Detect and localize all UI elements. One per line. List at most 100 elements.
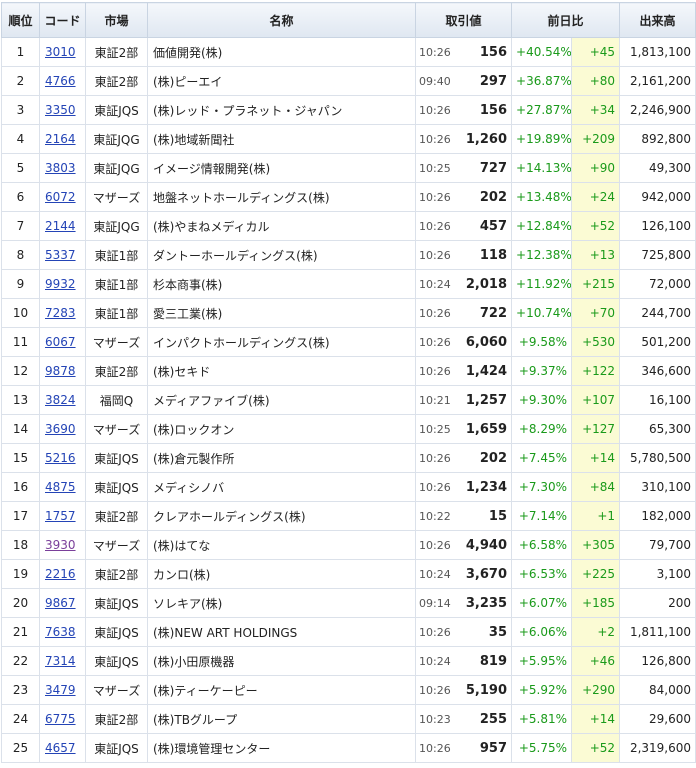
time-cell: 10:26 xyxy=(415,472,454,502)
time-cell: 10:23 xyxy=(415,704,454,734)
name-cell: (株)レッド・プラネット・ジャパン xyxy=(147,95,416,125)
stock-code-link[interactable]: 5216 xyxy=(45,451,76,465)
stock-code-link[interactable]: 5337 xyxy=(45,248,76,262)
rank-cell: 21 xyxy=(1,617,40,647)
stock-code-link[interactable]: 3350 xyxy=(45,103,76,117)
rank-cell: 22 xyxy=(1,646,40,676)
volume-cell: 244,700 xyxy=(619,298,696,328)
market-cell: 東証JQG xyxy=(85,153,148,183)
table-row: 23 3479 マザーズ (株)ティーケーピー 10:26 5,190 +5.92% +290… xyxy=(1,675,696,705)
time-cell: 10:26 xyxy=(415,617,454,647)
change-amount-cell: +209 xyxy=(571,124,621,154)
name-cell: ソレキア(株) xyxy=(147,588,416,618)
rank-cell: 17 xyxy=(1,501,40,531)
change-amount-cell: +45 xyxy=(571,37,621,67)
table-row: 6 6072 マザーズ 地盤ネットホールディングス(株) 10:26 202 +13.48%… xyxy=(1,182,696,212)
volume-cell: 200 xyxy=(619,588,696,618)
change-percent-cell: +6.07% xyxy=(511,588,573,618)
time-cell: 10:26 xyxy=(415,124,454,154)
name-cell: (株)セキド xyxy=(147,356,416,386)
stock-code-link[interactable]: 4875 xyxy=(45,480,76,494)
time-cell: 10:26 xyxy=(415,675,454,705)
price-cell: 5,190 xyxy=(453,675,513,705)
change-amount-cell: +530 xyxy=(571,327,621,357)
change-percent-cell: +9.58% xyxy=(511,327,573,357)
stock-code-link[interactable]: 3010 xyxy=(45,45,76,59)
market-cell: マザーズ xyxy=(85,675,148,705)
rank-cell: 24 xyxy=(1,704,40,734)
name-cell: 価値開発(株) xyxy=(147,37,416,67)
name-cell: (株)ロックオン xyxy=(147,414,416,444)
change-amount-cell: +13 xyxy=(571,240,621,270)
stock-code-link[interactable]: 2144 xyxy=(45,219,76,233)
change-percent-cell: +5.75% xyxy=(511,733,573,763)
name-cell: ダントーホールディングス(株) xyxy=(147,240,416,270)
stock-code-link[interactable]: 3824 xyxy=(45,393,76,407)
stock-code-link[interactable]: 9932 xyxy=(45,277,76,291)
stock-code-link[interactable]: 6775 xyxy=(45,712,76,726)
change-amount-cell: +90 xyxy=(571,153,621,183)
change-percent-cell: +5.81% xyxy=(511,704,573,734)
stock-code-link[interactable]: 4657 xyxy=(45,741,76,755)
code-cell: 3930 xyxy=(39,530,86,560)
stock-code-link[interactable]: 7638 xyxy=(45,625,76,639)
stock-code-link[interactable]: 3479 xyxy=(45,683,76,697)
stock-code-link[interactable]: 2216 xyxy=(45,567,76,581)
table-row: 8 5337 東証1部 ダントーホールディングス(株) 10:26 118 +12.38% +… xyxy=(1,240,696,270)
change-amount-cell: +14 xyxy=(571,443,621,473)
stock-code-link[interactable]: 6072 xyxy=(45,190,76,204)
change-percent-cell: +5.92% xyxy=(511,675,573,705)
volume-cell: 3,100 xyxy=(619,559,696,589)
time-cell: 10:26 xyxy=(415,443,454,473)
stock-code-link[interactable]: 7314 xyxy=(45,654,76,668)
table-row: 16 4875 東証JQS メディシノバ 10:26 1,234 +7.30% +84 310,… xyxy=(1,472,696,502)
stock-code-link[interactable]: 9878 xyxy=(45,364,76,378)
price-cell: 118 xyxy=(453,240,513,270)
volume-cell: 2,161,200 xyxy=(619,66,696,96)
volume-cell: 79,700 xyxy=(619,530,696,560)
market-cell: 東証2部 xyxy=(85,704,148,734)
stock-code-link[interactable]: 3803 xyxy=(45,161,76,175)
market-cell: 東証JQS xyxy=(85,733,148,763)
stock-code-link[interactable]: 6067 xyxy=(45,335,76,349)
market-cell: マザーズ xyxy=(85,414,148,444)
volume-cell: 1,811,100 xyxy=(619,617,696,647)
stock-code-link[interactable]: 4766 xyxy=(45,74,76,88)
time-cell: 10:25 xyxy=(415,414,454,444)
stock-code-link[interactable]: 3930 xyxy=(45,538,76,552)
time-cell: 10:21 xyxy=(415,385,454,415)
code-cell: 6072 xyxy=(39,182,86,212)
price-cell: 1,659 xyxy=(453,414,513,444)
change-amount-cell: +225 xyxy=(571,559,621,589)
time-cell: 10:26 xyxy=(415,327,454,357)
stock-code-link[interactable]: 1757 xyxy=(45,509,76,523)
name-cell: 愛三工業(株) xyxy=(147,298,416,328)
market-cell: 東証2部 xyxy=(85,66,148,96)
volume-cell: 182,000 xyxy=(619,501,696,531)
name-cell: (株)倉元製作所 xyxy=(147,443,416,473)
volume-cell: 126,800 xyxy=(619,646,696,676)
table-row: 5 3803 東証JQG イメージ情報開発(株) 10:25 727 +14.13% +90 4… xyxy=(1,153,696,183)
market-cell: マザーズ xyxy=(85,530,148,560)
stock-code-link[interactable]: 7283 xyxy=(45,306,76,320)
stock-code-link[interactable]: 3690 xyxy=(45,422,76,436)
price-cell: 3,670 xyxy=(453,559,513,589)
price-cell: 255 xyxy=(453,704,513,734)
code-cell: 4657 xyxy=(39,733,86,763)
time-cell: 10:26 xyxy=(415,298,454,328)
stock-code-link[interactable]: 2164 xyxy=(45,132,76,146)
code-cell: 2164 xyxy=(39,124,86,154)
stock-code-link[interactable]: 9867 xyxy=(45,596,76,610)
change-percent-cell: +9.30% xyxy=(511,385,573,415)
price-cell: 156 xyxy=(453,37,513,67)
market-cell: 東証JQS xyxy=(85,472,148,502)
header-price: 取引値 xyxy=(414,2,513,38)
rank-cell: 9 xyxy=(1,269,40,299)
code-cell: 9867 xyxy=(39,588,86,618)
price-cell: 727 xyxy=(453,153,513,183)
table-row: 11 6067 マザーズ インパクトホールディングス(株) 10:26 6,060 +9.5… xyxy=(1,327,696,357)
price-cell: 4,940 xyxy=(453,530,513,560)
rank-cell: 18 xyxy=(1,530,40,560)
market-cell: 東証2部 xyxy=(85,356,148,386)
change-amount-cell: +52 xyxy=(571,211,621,241)
